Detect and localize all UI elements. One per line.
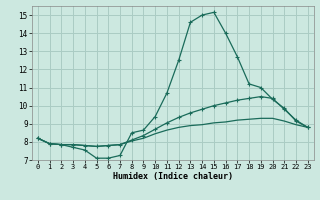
X-axis label: Humidex (Indice chaleur): Humidex (Indice chaleur): [113, 172, 233, 181]
